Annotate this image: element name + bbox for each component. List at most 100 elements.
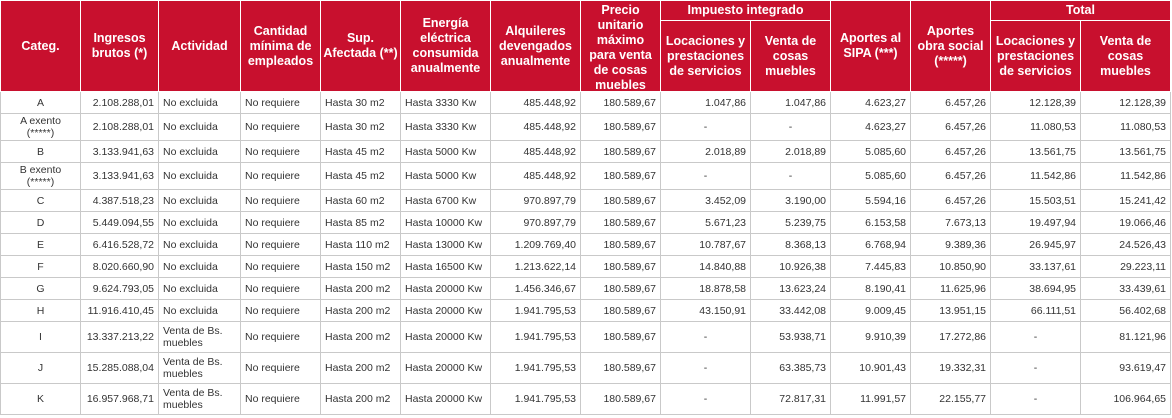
table-cell: 180.589,67 — [580, 140, 661, 163]
table-cell: - — [660, 321, 751, 353]
table-cell: 6.768,94 — [830, 233, 912, 256]
table-cell: 3.452,09 — [660, 189, 751, 212]
table-cell: 1.941.795,53 — [490, 299, 581, 322]
table-cell: 12.128,39 — [990, 91, 1082, 114]
table-cell: Hasta 16500 Kw — [400, 255, 491, 278]
table-cell: 180.589,67 — [580, 233, 661, 256]
table-cell: Hasta 200 m2 — [320, 321, 401, 353]
table-cell: 13.561,75 — [990, 140, 1082, 163]
table-cell: 7.673,13 — [910, 211, 992, 234]
table-cell: 33.137,61 — [990, 255, 1082, 278]
table-cell: - — [660, 383, 751, 415]
table-row: K 16.957.968,71 Venta de Bs. muebles No req… — [0, 383, 1172, 415]
column-header: Alquileres devengados anualmente — [490, 0, 581, 92]
table-cell: 19.066,46 — [1080, 211, 1172, 234]
table-row: G 9.624.793,05 No excluida No requiere Hasta… — [0, 277, 1172, 300]
header-text: Energía eléctrica consumida anualmente — [410, 16, 481, 75]
table-row: A exento (*****) 2.108.288,01 No excluida N… — [0, 113, 1172, 141]
table-cell: Hasta 200 m2 — [320, 383, 401, 415]
table-cell: 1.941.795,53 — [490, 352, 581, 384]
table-row: I 13.337.213,22 Venta de Bs. muebles No req… — [0, 321, 1172, 353]
table-cell: Hasta 60 m2 — [320, 189, 401, 212]
table-cell: - — [990, 383, 1082, 415]
table-cell: 8.190,41 — [830, 277, 912, 300]
table-cell: 9.624.793,05 — [80, 277, 159, 300]
table-cell: 19.497,94 — [990, 211, 1082, 234]
table-cell: Hasta 110 m2 — [320, 233, 401, 256]
header-text: Precio unitario máximo para venta de cos… — [589, 3, 652, 89]
subheader: Venta de cosas muebles — [1080, 20, 1172, 92]
table-cell: 63.385,73 — [749, 352, 832, 384]
table-body: A 2.108.288,01 No excluida No requiere Hasta… — [0, 91, 1172, 415]
table-cell: 1.047,86 — [660, 91, 751, 114]
category-cell: C — [0, 189, 81, 212]
table-cell: Hasta 20000 Kw — [400, 383, 491, 415]
subheader-row: Locaciones y prestaciones de servicios Ve… — [1, 20, 1172, 92]
header-text: Categ. — [21, 38, 60, 53]
table-cell: 8.020.660,90 — [80, 255, 159, 278]
table-cell: 5.239,75 — [749, 211, 832, 234]
table-cell: - — [749, 113, 832, 141]
table-cell: 15.503,51 — [990, 189, 1082, 212]
table-cell: 11.625,96 — [910, 277, 992, 300]
table-cell: 180.589,67 — [580, 277, 661, 300]
table-row: B 3.133.941,63 No excluida No requiere Hasta… — [0, 140, 1172, 163]
table-cell: 9.910,39 — [830, 321, 912, 353]
table-cell: 56.402,68 — [1080, 299, 1172, 322]
table-cell: 6.457,26 — [910, 162, 992, 190]
table-cell: 180.589,67 — [580, 211, 661, 234]
table-cell: 6.153,58 — [830, 211, 912, 234]
table-cell: 72.817,31 — [749, 383, 832, 415]
header-text: Aportes obra social (*****) — [917, 23, 984, 68]
table-row: B exento (*****) 3.133.941,63 No excluida N… — [0, 162, 1172, 190]
column-header: Ingresos brutos (*) — [80, 0, 159, 92]
table-cell: Hasta 6700 Kw — [400, 189, 491, 212]
table-cell: 5.085,60 — [830, 140, 912, 163]
table-cell: No requiere — [240, 277, 321, 300]
table-cell: Hasta 85 m2 — [320, 211, 401, 234]
table-cell: 38.694,95 — [990, 277, 1082, 300]
table-cell: No requiere — [240, 233, 321, 256]
table-cell: 2.108.288,01 — [80, 91, 159, 114]
table-cell: Hasta 30 m2 — [320, 113, 401, 141]
table-cell: 6.457,26 — [910, 189, 992, 212]
table-cell: 9.389,36 — [910, 233, 992, 256]
table-cell: 180.589,67 — [580, 113, 661, 141]
table-cell: 53.938,71 — [749, 321, 832, 353]
table-cell: 4.623,27 — [830, 91, 912, 114]
header-text: Actividad — [171, 38, 228, 53]
category-cell: E — [0, 233, 81, 256]
column-header: Aportes al SIPA (***) — [830, 0, 912, 92]
table-cell: 180.589,67 — [580, 91, 661, 114]
table-row: D 5.449.094,55 No excluida No requiere Hasta… — [0, 211, 1172, 234]
category-cell: H — [0, 299, 81, 322]
table-cell: Hasta 150 m2 — [320, 255, 401, 278]
table-cell: 10.850,90 — [910, 255, 992, 278]
table-cell: No excluida — [158, 113, 241, 141]
table-cell: 4.623,27 — [830, 113, 912, 141]
table-cell: 5.594,16 — [830, 189, 912, 212]
table-cell: - — [660, 162, 751, 190]
table-cell: 19.332,31 — [910, 352, 992, 384]
table-cell: 93.619,47 — [1080, 352, 1172, 384]
table-cell: Hasta 3330 Kw — [400, 113, 491, 141]
table-cell: 10.901,43 — [830, 352, 912, 384]
table-cell: No requiere — [240, 352, 321, 384]
table-cell: Hasta 5000 Kw — [400, 162, 491, 190]
table-cell: No requiere — [240, 211, 321, 234]
category-cell: J — [0, 352, 81, 384]
table-cell: No requiere — [240, 162, 321, 190]
table-cell: 180.589,67 — [580, 321, 661, 353]
table-cell: 6.457,26 — [910, 91, 992, 114]
table-cell: No excluida — [158, 255, 241, 278]
header-row: Categ. Ingresos brutos (*) Actividad Cantid… — [0, 0, 1172, 92]
table-row: H 11.916.410,45 No excluida No requiere Hast… — [0, 299, 1172, 322]
column-header: Cantidad mínima de empleados — [240, 0, 321, 92]
header-text: Impuesto integrado — [687, 3, 804, 17]
table-cell: Hasta 20000 Kw — [400, 352, 491, 384]
table-cell: 10.926,38 — [749, 255, 832, 278]
table-cell: 6.416.528,72 — [80, 233, 159, 256]
table-cell: 970.897,79 — [490, 189, 581, 212]
table-cell: 13.951,15 — [910, 299, 992, 322]
